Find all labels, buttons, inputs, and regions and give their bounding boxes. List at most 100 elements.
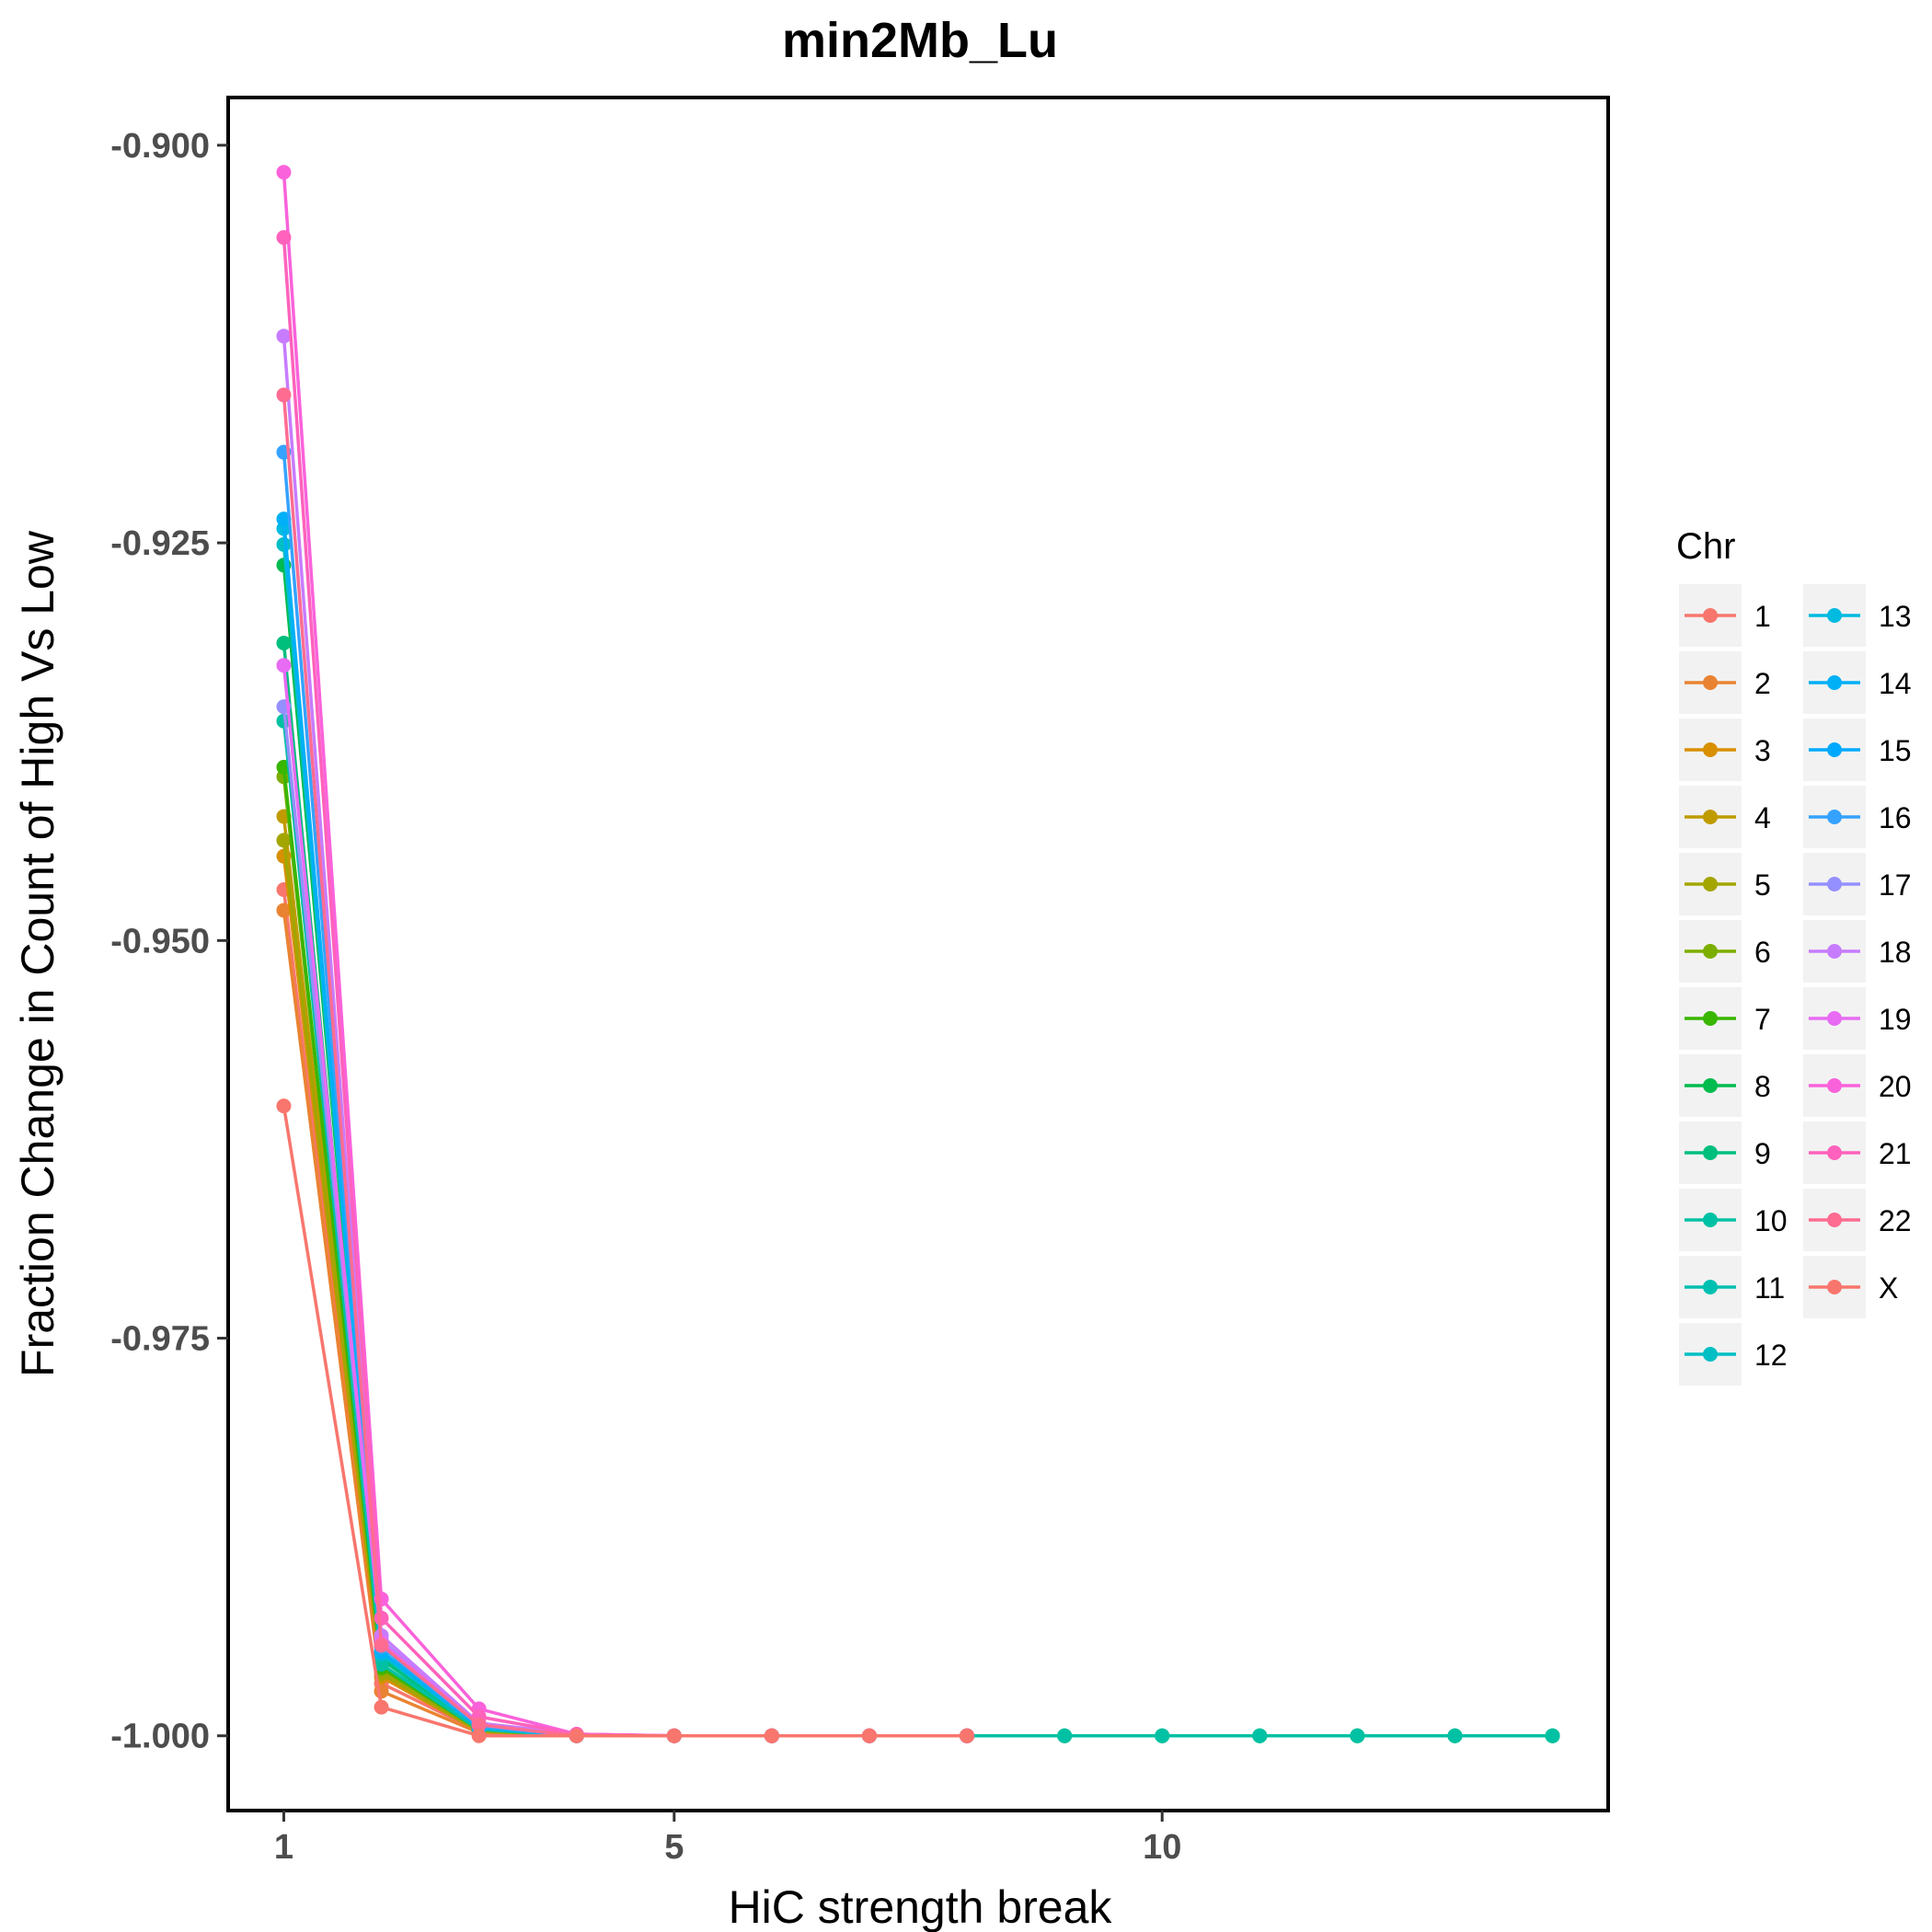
legend-item-16: 16 — [1803, 786, 1912, 848]
legend-item-9: 9 — [1679, 1121, 1771, 1184]
data-point-10 — [1155, 1728, 1170, 1743]
chart-title: min2Mb_Lu — [782, 13, 1058, 68]
legend-label: 19 — [1879, 1003, 1912, 1036]
y-tick-label: -0.950 — [110, 922, 210, 960]
legend-label: X — [1879, 1271, 1898, 1305]
data-point-19 — [374, 1610, 389, 1626]
legend-item-5: 5 — [1679, 853, 1771, 915]
data-point-10 — [1057, 1728, 1073, 1743]
y-tick-label: -0.925 — [110, 524, 210, 563]
data-point-10 — [1252, 1728, 1268, 1743]
legend-item-8: 8 — [1679, 1054, 1771, 1117]
legend-item-13: 13 — [1803, 584, 1912, 647]
legend-item-18: 18 — [1803, 920, 1912, 983]
legend-key-point — [1703, 877, 1718, 891]
data-point-10 — [1545, 1728, 1560, 1743]
data-point-2 — [374, 1684, 389, 1699]
legend-key-point — [1703, 1347, 1718, 1362]
legend-item-3: 3 — [1679, 719, 1771, 781]
legend-key-point — [1703, 1011, 1718, 1026]
data-point-X — [569, 1728, 584, 1743]
plot-panel — [226, 96, 1610, 1812]
data-point-X — [861, 1728, 877, 1743]
y-axis-title: Fraction Change in Count of High Vs Low — [12, 530, 63, 1377]
legend-label: 10 — [1754, 1204, 1788, 1237]
y-tick-label: -1.000 — [110, 1718, 210, 1756]
plot-border — [226, 96, 1610, 1812]
legend-key-point — [1703, 1145, 1718, 1160]
legend-label: 13 — [1879, 600, 1912, 633]
legend-key-point — [1827, 1078, 1842, 1093]
legend-label: 9 — [1754, 1137, 1771, 1170]
data-point-X — [276, 1098, 292, 1114]
data-point-X — [764, 1728, 779, 1743]
y-axis: -0.900 -0.925 -0.950 -0.975 -1.000 — [110, 127, 228, 1756]
x-tick-label: 10 — [1143, 1828, 1181, 1867]
legend-title: Chr — [1676, 526, 1735, 567]
legend-key-point — [1703, 1280, 1718, 1294]
legend-key-point — [1827, 608, 1842, 623]
legend-key-point — [1827, 742, 1842, 757]
data-point-19 — [276, 230, 292, 246]
legend-label: 15 — [1879, 734, 1912, 767]
y-tick-label: -0.900 — [110, 127, 210, 166]
legend-item-17: 17 — [1803, 853, 1912, 915]
legend-key-point — [1703, 810, 1718, 824]
y-tick-label: -0.975 — [110, 1320, 210, 1359]
legend-label: 16 — [1879, 801, 1912, 834]
legend-key-point — [1703, 1078, 1718, 1093]
legend-item-6: 6 — [1679, 920, 1771, 983]
data-point-9 — [276, 636, 292, 651]
data-point-X — [666, 1728, 682, 1743]
legend-label: 1 — [1754, 600, 1771, 633]
legend-key-point — [1703, 742, 1718, 757]
x-tick-label: 5 — [664, 1828, 684, 1867]
legend-key-point — [1703, 608, 1718, 623]
legend-label: 17 — [1879, 868, 1912, 902]
series-layer — [276, 165, 1560, 1743]
legend-label: 2 — [1754, 667, 1771, 700]
legend-label: 11 — [1754, 1271, 1785, 1305]
legend-label: 20 — [1879, 1070, 1912, 1103]
x-tick-label: 1 — [274, 1828, 293, 1867]
legend-item-15: 15 — [1803, 719, 1912, 781]
legend-label: 8 — [1754, 1070, 1771, 1103]
legend-label: 5 — [1754, 868, 1771, 902]
legend-item-12: 12 — [1679, 1323, 1788, 1386]
legend-label: 4 — [1754, 801, 1771, 834]
legend-key-point — [1827, 1145, 1842, 1160]
data-point-X — [960, 1728, 975, 1743]
legend-item-11: 11 — [1679, 1256, 1785, 1318]
data-point-5 — [276, 833, 292, 848]
x-axis-title: HiC strength break — [729, 1881, 1113, 1932]
legend-item-20: 20 — [1803, 1054, 1912, 1117]
data-point-X — [374, 1699, 389, 1715]
legend-key-point — [1827, 877, 1842, 891]
series-X — [276, 1098, 975, 1743]
data-point-18 — [276, 165, 292, 180]
legend-item-22: 22 — [1803, 1189, 1912, 1251]
data-point-20 — [471, 1717, 487, 1732]
legend-label: 21 — [1879, 1137, 1912, 1170]
series-line-X — [282, 1105, 967, 1738]
legend-label: 12 — [1754, 1339, 1788, 1372]
data-point-20 — [276, 387, 292, 403]
legend-label: 7 — [1754, 1003, 1771, 1036]
data-point-10 — [1447, 1728, 1463, 1743]
data-point-X — [471, 1728, 487, 1743]
legend-key-point — [1703, 1213, 1718, 1227]
legend-key-point — [1827, 944, 1842, 959]
data-point-2 — [276, 903, 292, 918]
legend-item-21: 21 — [1803, 1121, 1912, 1184]
data-point-20 — [374, 1638, 389, 1653]
legend-label: 6 — [1754, 936, 1771, 969]
legend-item-X: X — [1803, 1256, 1898, 1318]
legend-key-point — [1827, 1213, 1842, 1227]
data-point-16 — [276, 328, 292, 344]
legend-item-2: 2 — [1679, 651, 1771, 714]
legend-item-1: 1 — [1679, 584, 1771, 647]
data-point-10 — [1350, 1728, 1365, 1743]
legend-key-point — [1827, 1011, 1842, 1026]
